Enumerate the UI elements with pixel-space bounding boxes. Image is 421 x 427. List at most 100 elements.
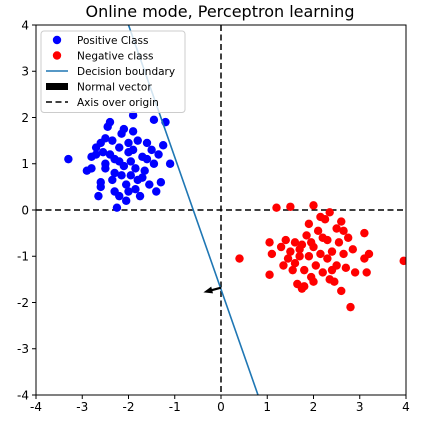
negative-class-point: [291, 259, 299, 267]
y-tick-label: -4: [17, 388, 29, 402]
negative-class-point: [325, 208, 333, 216]
positive-class-point: [145, 180, 153, 188]
legend-label: Negative class: [77, 50, 154, 62]
negative-class-point: [268, 250, 276, 258]
x-tick-label: -2: [123, 400, 135, 414]
positive-class-point: [108, 136, 116, 144]
positive-class-point: [110, 187, 118, 195]
negative-class-point: [307, 238, 315, 246]
y-tick-label: 1: [21, 157, 29, 171]
negative-class-point: [342, 264, 350, 272]
chart-title: Online mode, Perceptron learning: [86, 2, 355, 21]
y-tick-label: 0: [21, 203, 29, 217]
negative-class-point: [300, 266, 308, 274]
y-tick-label: -2: [17, 296, 29, 310]
x-tick-label: 1: [263, 400, 271, 414]
positive-class-point: [152, 187, 160, 195]
legend-marker-negative: [53, 51, 61, 59]
x-tick-label: -3: [76, 400, 88, 414]
positive-class-point: [124, 187, 132, 195]
x-tick-label: 4: [402, 400, 410, 414]
positive-class-point: [120, 125, 128, 133]
x-tick-label: 2: [310, 400, 318, 414]
positive-class-point: [124, 139, 132, 147]
positive-class-point: [154, 150, 162, 158]
positive-class-point: [115, 157, 123, 165]
negative-class-point: [319, 234, 327, 242]
negative-class-point: [328, 247, 336, 255]
legend-label: Decision boundary: [77, 66, 175, 78]
positive-class-point: [134, 136, 142, 144]
x-tick-label: -1: [169, 400, 181, 414]
negative-class-point: [351, 268, 359, 276]
negative-class-point: [316, 213, 324, 221]
negative-class-point: [328, 266, 336, 274]
negative-class-point: [295, 245, 303, 253]
legend-marker-positive: [53, 36, 61, 44]
negative-class-point: [346, 303, 354, 311]
negative-class-point: [335, 238, 343, 246]
y-tick-label: 3: [21, 65, 29, 79]
negative-class-point: [337, 217, 345, 225]
negative-class-point: [286, 203, 294, 211]
negative-class-point: [284, 254, 292, 262]
positive-class-point: [150, 160, 158, 168]
negative-class-point: [302, 231, 310, 239]
y-tick-label: -1: [17, 250, 29, 264]
negative-class-point: [277, 243, 285, 251]
negative-class-point: [300, 282, 308, 290]
positive-class-point: [143, 155, 151, 163]
negative-class-point: [360, 229, 368, 237]
positive-class-point: [108, 176, 116, 184]
negative-class-point: [339, 227, 347, 235]
positive-class-point: [117, 171, 125, 179]
positive-class-point: [129, 146, 137, 154]
negative-class-point: [309, 277, 317, 285]
negative-class-point: [365, 250, 373, 258]
y-tick-label: -3: [17, 342, 29, 356]
positive-class-point: [101, 164, 109, 172]
negative-class-point: [349, 245, 357, 253]
positive-class-point: [129, 127, 137, 135]
negative-class-point: [265, 271, 273, 279]
positive-class-point: [106, 118, 114, 126]
positive-class-point: [150, 116, 158, 124]
negative-class-point: [272, 203, 280, 211]
negative-class-point: [265, 238, 273, 246]
legend-label: Positive Class: [77, 35, 148, 47]
positive-class-point: [87, 164, 95, 172]
legend: Positive Class Negative class Decision bou…: [41, 31, 185, 113]
positive-class-point: [113, 203, 121, 211]
positive-class-point: [99, 148, 107, 156]
negative-class-point: [316, 250, 324, 258]
negative-class-point: [312, 261, 320, 269]
positive-class-point: [94, 192, 102, 200]
positive-class-point: [136, 192, 144, 200]
positive-class-point: [127, 157, 135, 165]
positive-class-point: [131, 164, 139, 172]
negative-class-point: [319, 268, 327, 276]
legend-label: Normal vector: [77, 81, 152, 93]
x-tick-label: -4: [30, 400, 42, 414]
negative-class-point: [325, 275, 333, 283]
positive-class-point: [166, 160, 174, 168]
positive-class-point: [122, 197, 130, 205]
x-tick-label: 0: [217, 400, 225, 414]
positive-class-point: [64, 155, 72, 163]
positive-class-point: [147, 146, 155, 154]
negative-class-point: [235, 254, 243, 262]
negative-class-point: [339, 250, 347, 258]
positive-class-point: [97, 183, 105, 191]
negative-class-point: [305, 220, 313, 228]
x-tick-label: 3: [356, 400, 364, 414]
negative-class-point: [344, 234, 352, 242]
negative-class-point: [282, 236, 290, 244]
negative-class-point: [314, 227, 322, 235]
y-tick-label: 2: [21, 111, 29, 125]
positive-class-point: [115, 143, 123, 151]
positive-class-point: [143, 139, 151, 147]
negative-class-point: [323, 254, 331, 262]
negative-class-point: [305, 252, 313, 260]
positive-class-point: [138, 173, 146, 181]
